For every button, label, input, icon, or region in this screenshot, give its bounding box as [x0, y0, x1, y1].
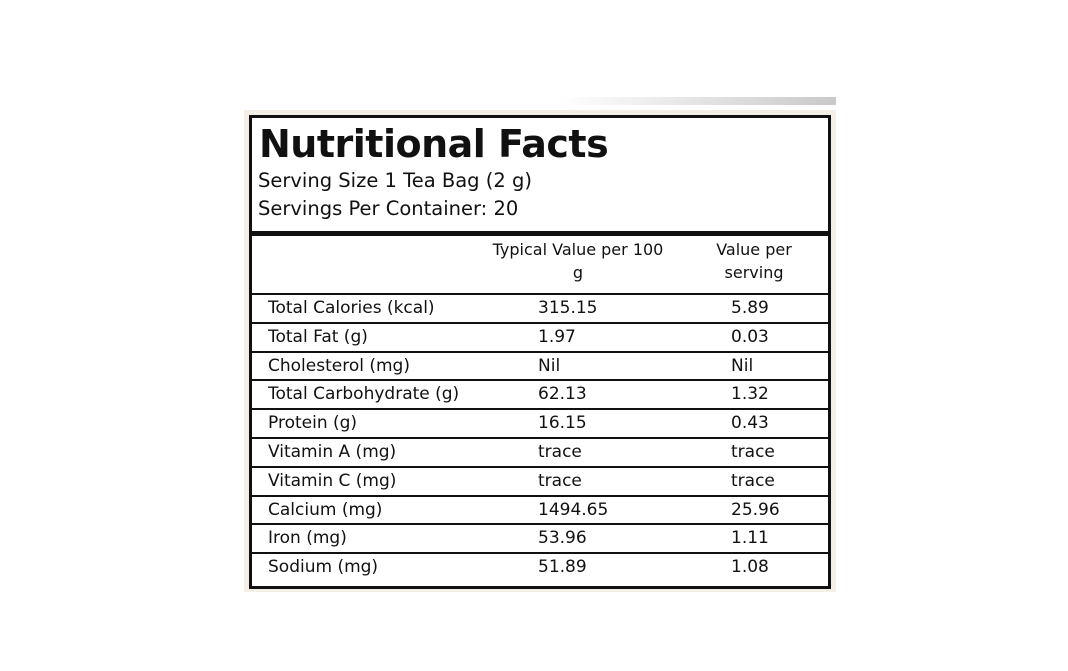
nutrient-name: Cholesterol (mg)	[268, 355, 410, 376]
nutrition-label: Nutritional Facts Serving Size 1 Tea Bag…	[249, 115, 831, 589]
value-per-100g: 62.13	[538, 384, 587, 405]
value-per-serving: 25.96	[731, 499, 780, 520]
table-row: Calcium (mg) 1494.65 25.96	[252, 494, 828, 524]
value-per-100g: Nil	[538, 355, 561, 376]
nutrient-name: Vitamin C (mg)	[268, 470, 397, 491]
value-per-100g: 1.97	[538, 326, 576, 347]
value-per-serving: 5.89	[731, 298, 769, 318]
label-title: Nutritional Facts	[259, 122, 609, 166]
value-per-serving: 1.11	[731, 528, 769, 549]
servings-per-container: Servings Per Container: 20	[258, 197, 519, 220]
table-row: Vitamin A (mg) trace trace	[252, 437, 828, 466]
value-per-serving: 1.32	[731, 384, 769, 405]
column-header-per-serving: Value per serving	[716, 240, 792, 282]
value-per-100g: 51.89	[538, 557, 587, 578]
nutrient-name: Vitamin A (mg)	[268, 442, 397, 462]
value-per-serving: 1.08	[731, 557, 769, 578]
table-row: Iron (mg) 53.96 1.11	[252, 523, 828, 552]
nutrient-name: Sodium (mg)	[268, 557, 379, 578]
value-per-serving: 0.03	[731, 326, 769, 347]
table-row: Total Carbohydrate (g) 62.13 1.32	[252, 379, 828, 408]
table-row: Total Calories (kcal) 315.15 5.89	[252, 293, 828, 322]
value-per-serving: trace	[731, 442, 775, 462]
table-row: Total Fat (g) 1.97 0.03	[252, 321, 828, 351]
value-per-serving: Nil	[731, 355, 754, 376]
value-per-100g: 1494.65	[538, 499, 609, 520]
value-per-100g: trace	[538, 470, 582, 491]
value-per-100g: 16.15	[538, 413, 587, 434]
column-header-per-100g: Typical Value per 100 g	[492, 240, 664, 282]
table-row: Vitamin C (mg) trace trace	[252, 465, 828, 495]
value-per-serving: 0.43	[731, 413, 769, 434]
value-per-100g: 315.15	[538, 298, 598, 318]
shadow	[560, 97, 836, 105]
nutrient-name: Iron (mg)	[268, 528, 347, 549]
table-row: Protein (g) 16.15 0.43	[252, 408, 828, 437]
nutrient-name: Calcium (mg)	[268, 499, 383, 520]
value-per-serving: trace	[731, 470, 775, 491]
nutrient-name: Protein (g)	[268, 413, 358, 434]
table-row: Sodium (mg) 51.89 1.08	[252, 552, 828, 581]
nutrient-name: Total Calories (kcal)	[268, 298, 435, 318]
nutrient-name: Total Carbohydrate (g)	[268, 384, 460, 405]
nutrient-name: Total Fat (g)	[268, 326, 368, 347]
value-per-100g: 53.96	[538, 528, 587, 549]
divider	[252, 231, 828, 236]
value-per-100g: trace	[538, 442, 582, 462]
serving-size: Serving Size 1 Tea Bag (2 g)	[258, 169, 532, 192]
table-row: Cholesterol (mg) Nil Nil	[252, 350, 828, 380]
